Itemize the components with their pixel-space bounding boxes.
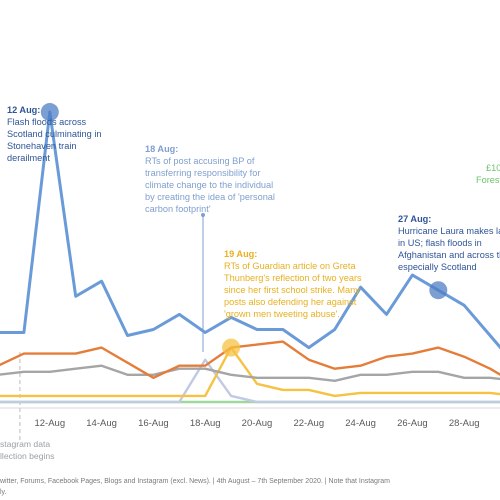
annotation-line: Hurricane Laura makes lan	[398, 226, 500, 236]
annotation-line: Stonehaven train	[7, 141, 77, 151]
x-tick-label: 14-Aug	[86, 418, 117, 429]
annotation-line: 'grown men tweeting abuse'.	[224, 309, 340, 319]
bubble-label: Build back better	[262, 59, 316, 84]
annotation-forestry: £10 Forestr	[476, 162, 500, 186]
instagram-note-line: llection begins	[0, 451, 55, 461]
footnote-line: ly.	[0, 489, 7, 496]
annotation-line: RTs of post accusing BP of	[145, 156, 255, 166]
instagram-note-line: stagram data	[0, 439, 51, 449]
annotation-line: since her first school strike. Many	[224, 285, 360, 295]
bubble-british-solutions: British solutions	[343, 26, 435, 118]
series-line-3	[0, 346, 500, 398]
annotation-line: transferring responsibility for	[145, 168, 261, 178]
bubble-climate-justice: Climate justice	[442, 26, 500, 118]
x-tick-label: 16-Aug	[138, 418, 169, 429]
series-line-1	[0, 340, 500, 379]
x-tick-label: 24-Aug	[345, 418, 376, 429]
source-footnote: witter, Forums, Facebook Pages, Blogs an…	[0, 476, 390, 498]
annotation-date: 27 Aug:	[398, 214, 432, 224]
series-line-0	[0, 110, 500, 350]
annotation-27-aug: 27 Aug: Hurricane Laura makes lan in US;…	[398, 213, 500, 273]
annotation-date: 12 Aug:	[7, 105, 41, 115]
annotation-line: Flash floods across	[7, 117, 87, 127]
annotation-18-aug: 18 Aug: RTs of post accusing BP of trans…	[145, 143, 275, 215]
x-tick-label: 20-Aug	[242, 418, 273, 429]
bubble-build-back-better: Build back better	[243, 26, 335, 118]
annotation-18-aug-leader-dot	[201, 213, 205, 217]
bubble-tangible-impacts: Tangible impacts & solutions	[145, 26, 237, 118]
annotation-line: £10	[486, 163, 500, 173]
series-line-4	[0, 358, 500, 404]
annotation-line: in US; flash floods in	[398, 238, 482, 248]
annotation-line: Forestr	[476, 175, 500, 185]
annotation-line: posts also defending her against	[224, 297, 357, 307]
highlight-point-1	[222, 338, 241, 357]
x-tick-label: 18-Aug	[190, 418, 221, 429]
x-tick-label: 12-Aug	[34, 418, 65, 429]
annotation-line: climate change to the individual	[145, 180, 274, 190]
x-tick-label: 26-Aug	[397, 418, 428, 429]
annotation-date: 19 Aug:	[224, 249, 258, 259]
annotation-date: 18 Aug:	[145, 144, 179, 154]
annotation-line: especially Scotland	[398, 262, 477, 272]
annotation-line: carbon footprint'	[145, 204, 211, 214]
annotation-line: RTs of Guardian article on Greta	[224, 261, 356, 271]
x-tick-label: 22-Aug	[293, 418, 324, 429]
bubble-label: British solutions	[365, 59, 413, 84]
annotation-line: derailment	[7, 153, 50, 163]
bubble-label: Tangible impacts & solutions	[165, 52, 217, 91]
bubble-label: Climate justice	[469, 59, 500, 84]
annotation-line: Scotland culminating in	[7, 129, 102, 139]
annotation-12-aug: 12 Aug: Flash floods across Scotland cul…	[7, 104, 101, 164]
highlight-point-2	[429, 281, 448, 300]
series-line-2	[0, 364, 500, 382]
instagram-note: stagram data llection begins	[0, 438, 54, 462]
footnote-line: witter, Forums, Facebook Pages, Blogs an…	[0, 478, 390, 485]
x-tick-label: 28-Aug	[449, 418, 480, 429]
annotation-line: Afghanistan and across th	[398, 250, 500, 260]
annotation-line: by creating the idea of 'personal	[145, 192, 275, 202]
highlight-point-0	[40, 103, 59, 122]
annotation-line: Thunberg's reflection of two years	[224, 273, 362, 283]
annotation-19-aug: 19 Aug: RTs of Guardian article on Greta…	[224, 248, 362, 320]
